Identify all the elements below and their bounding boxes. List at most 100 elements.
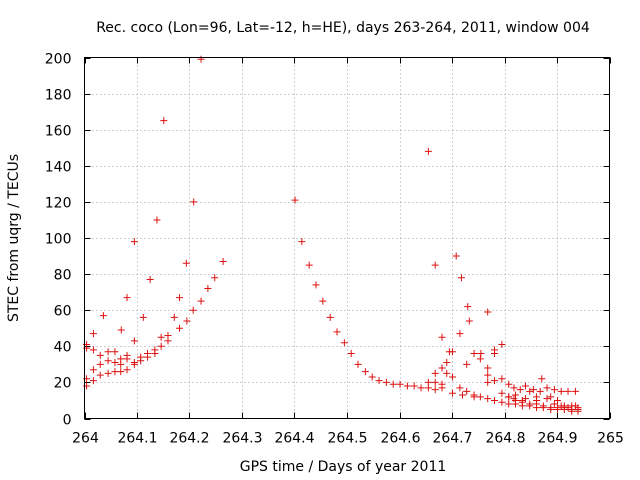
data-point [526,387,534,395]
data-point [312,281,320,289]
data-point [157,333,165,341]
data-point [463,387,471,395]
data-point [505,393,513,401]
x-tick-label: 264.3 [222,431,262,447]
data-point [354,360,362,368]
data-point [130,360,138,368]
data-point [123,366,131,374]
data-point [557,387,565,395]
y-tick-label: 180 [45,88,72,104]
data-point [347,350,355,358]
data-point [189,306,197,314]
data-point [219,257,227,265]
data-point [449,373,457,381]
data-point [96,371,104,379]
data-point [538,375,546,383]
data-point [326,313,334,321]
data-point [160,117,168,125]
data-point [130,337,138,345]
data-point [539,402,547,410]
x-tick-label: 264.8 [485,431,525,447]
data-point [443,359,451,367]
y-tick-label: 100 [45,232,72,248]
data-point [498,398,506,406]
data-point [111,348,119,356]
data-point [438,364,446,372]
data-point [361,368,369,376]
data-point [438,333,446,341]
data-point [457,274,465,282]
data-point [491,377,499,385]
data-point [204,285,212,293]
data-point [449,348,457,356]
data-point [491,396,499,404]
x-tick-label: 264.6 [380,431,420,447]
data-point [505,400,513,408]
data-point [476,355,484,363]
x-tick-label: 264.7 [432,431,472,447]
tick-labels: 264 264.1 264.2 264.3 264.4 264.5 264.6 264.7 26… [45,52,624,447]
data-point [510,384,518,392]
data-point [518,396,526,404]
data-point [182,259,190,267]
data-point [498,340,506,348]
data-point [431,386,439,394]
x-axis-label: GPS time / Days of year 2011 [240,459,447,475]
data-point [89,366,97,374]
x-tick-label: 264.1 [117,431,157,447]
data-point [557,402,565,410]
data-point [123,294,131,302]
data-point [211,274,219,282]
data-point [510,395,518,403]
data-point [438,384,446,392]
data-point [529,386,537,394]
data-point [484,395,492,403]
data-point [417,384,425,392]
data-point [137,357,145,365]
data-point [197,55,205,63]
data-point [512,391,520,399]
data-point [176,324,184,332]
y-tick-label: 140 [45,160,72,176]
data-point [340,339,348,347]
data-point [298,238,306,246]
data-point [564,387,572,395]
chart-title: Rec. coco (Lon=96, Lat=-12, h=HE), days … [96,20,590,36]
data-point [130,238,138,246]
data-point [89,330,97,338]
data-point [452,252,460,260]
data-point [550,400,558,408]
data-point [117,326,125,334]
data-point [146,276,154,284]
data-point [389,380,397,388]
data-point [571,402,579,410]
data-point [319,297,327,305]
data-point [170,313,178,321]
data-point [554,404,562,412]
data-point [89,377,97,385]
data-point [456,330,464,338]
data-point [465,317,473,325]
data-point [522,395,529,403]
y-tick-label: 60 [54,304,72,320]
data-point [550,386,558,394]
data-point [533,393,541,401]
data-point [463,360,471,368]
data-point [456,384,464,392]
x-tick-label: 264.9 [537,431,577,447]
data-point [505,380,513,388]
data-point [470,393,478,401]
data-point [396,380,404,388]
y-axis-label: STEC from uqrg / TECUs [6,154,22,322]
data-point [484,364,492,372]
data-point [305,261,313,269]
data-point [111,359,119,367]
data-point [543,395,551,403]
data-point [164,337,172,345]
data-point [498,389,506,397]
data-point [117,360,125,368]
points-layer [83,55,582,415]
data-point [526,400,534,408]
data-point [484,308,492,316]
data-point [516,386,524,394]
